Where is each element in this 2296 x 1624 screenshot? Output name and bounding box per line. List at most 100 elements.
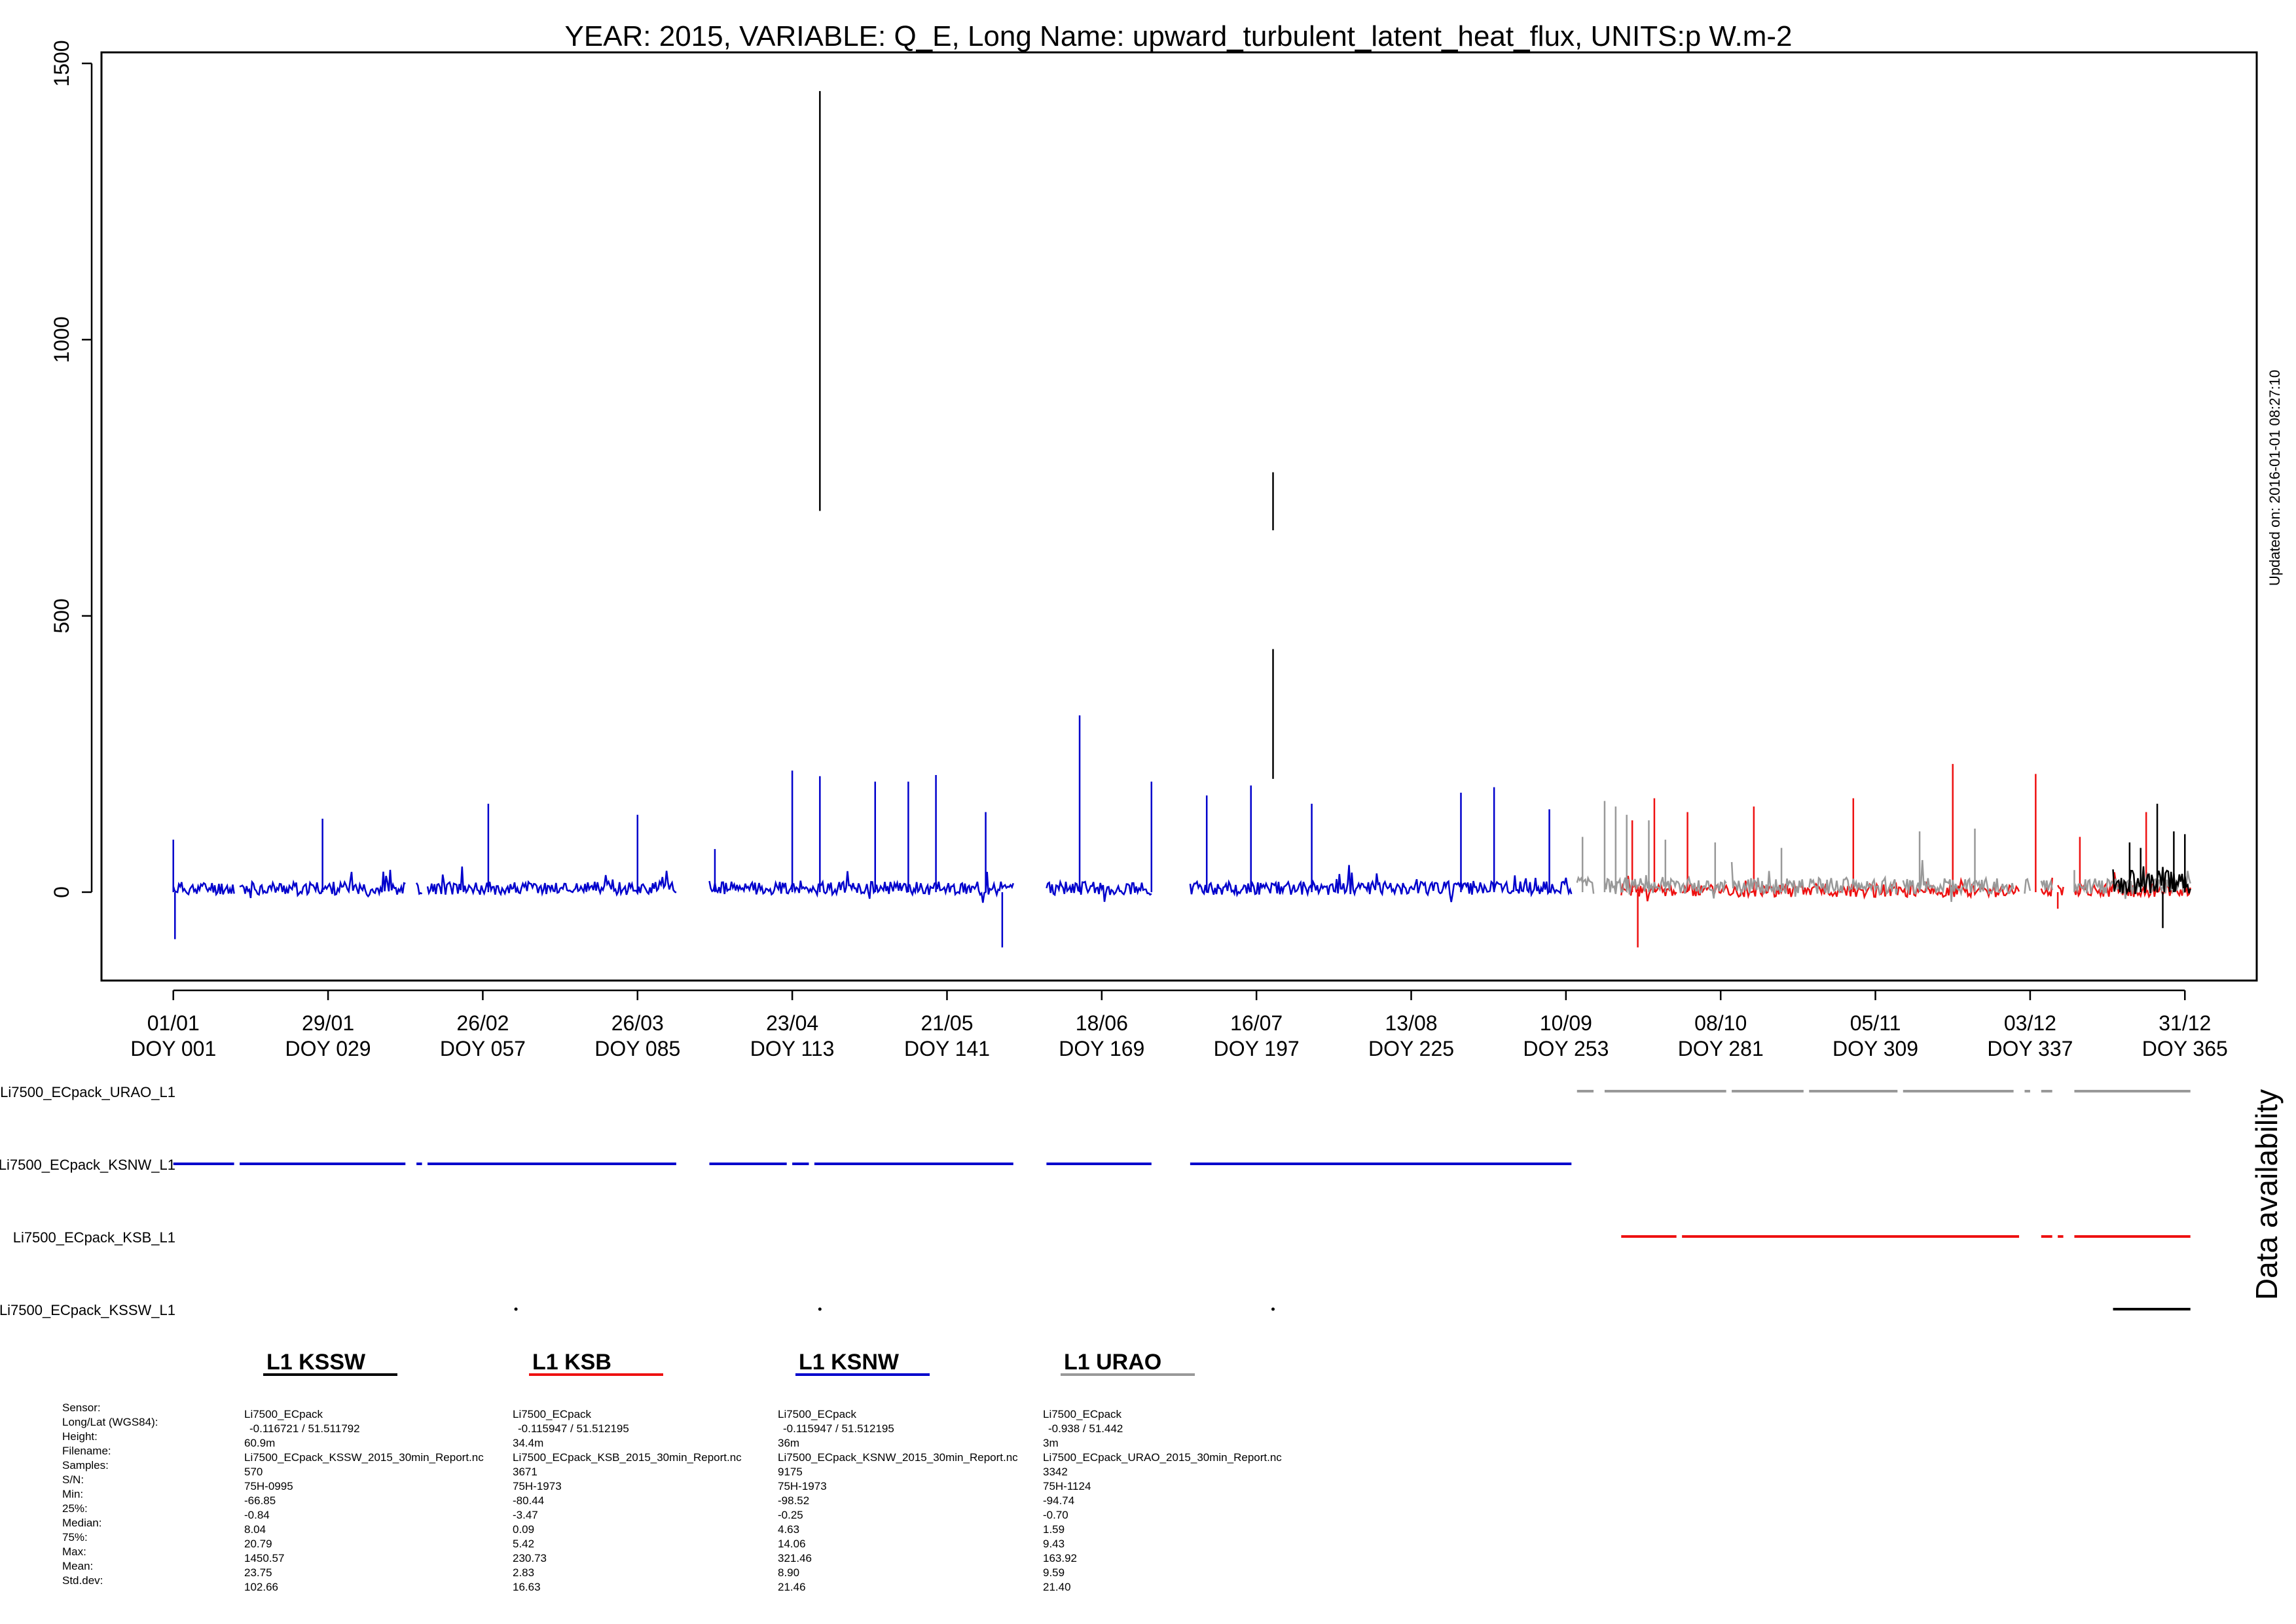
x-tick-doy: DOY 141: [904, 1037, 990, 1060]
stats-value-height: 60.9m: [244, 1437, 276, 1449]
stats-row-label: Max:: [62, 1545, 86, 1558]
stats-value-p25: -0.70: [1043, 1509, 1068, 1521]
stats-row-label: Median:: [62, 1517, 102, 1529]
series-l1-urao: [1576, 801, 2191, 902]
x-tick-date: 31/12: [2159, 1011, 2211, 1035]
y-axis: 0 500 1000 1500: [50, 40, 93, 898]
x-tick-doy: DOY 057: [440, 1037, 526, 1060]
stats-value-sn: 75H-1973: [778, 1480, 827, 1492]
stats-value-samples: 9175: [778, 1466, 803, 1478]
stats-value-p75: 5.42: [513, 1538, 535, 1550]
series-trace: [2112, 866, 2191, 896]
x-tick-date: 03/12: [2004, 1011, 2056, 1035]
stats-column: Li7500_ECpack -0.115947 / 51.512195 36m Li7…: [778, 1407, 1018, 1595]
series-trace: [426, 866, 677, 897]
stats-value-height: 3m: [1043, 1437, 1059, 1449]
availability-row-label: Li7500_ECpack_URAO_L1: [0, 1084, 175, 1100]
stats-value-samples: 3671: [513, 1466, 538, 1478]
stats-row-label: Filename:: [62, 1445, 111, 1457]
y-tick-label: 1500: [50, 40, 73, 86]
stats-value-longlat: -0.115947 / 51.512195: [518, 1422, 629, 1435]
stats-row-label: Height:: [62, 1430, 98, 1443]
series-l1-kssw: [819, 91, 2191, 928]
stats-value-longlat: -0.115947 / 51.512195: [783, 1422, 894, 1435]
stats-row-label: S/N:: [62, 1473, 84, 1486]
series-l1-ksnw: [172, 715, 1573, 948]
stats-value-sn: 75H-1124: [1043, 1480, 1091, 1492]
series-trace: [2040, 877, 2053, 897]
x-tick-doy: DOY 225: [1368, 1037, 1454, 1060]
stats-value-sensor: Li7500_ECpack: [513, 1408, 592, 1420]
stats-value-filename: Li7500_ECpack_KSNW_2015_30min_Report.nc: [778, 1451, 1018, 1464]
series-trace: [1576, 875, 1595, 894]
x-tick-doy: DOY 001: [130, 1037, 216, 1060]
series-trace: [1808, 875, 1899, 897]
stats-value-std: 21.46: [778, 1581, 806, 1593]
stats-value-mean: 2.83: [513, 1566, 535, 1579]
stats-value-std: 21.40: [1043, 1581, 1071, 1593]
stats-value-max: 321.46: [778, 1552, 812, 1564]
plot-frame: [100, 51, 2258, 982]
series-trace: [172, 881, 235, 897]
stats-row-label: Samples:: [62, 1459, 109, 1471]
stats-value-median: 8.04: [244, 1523, 266, 1536]
stats-value-mean: 9.59: [1043, 1566, 1065, 1579]
series-trace: [1189, 865, 1573, 903]
stats-value-mean: 23.75: [244, 1566, 272, 1579]
stats-value-min: -80.44: [513, 1494, 545, 1507]
series-trace: [1902, 859, 2014, 902]
series-trace: [2024, 877, 2032, 894]
stats-value-filename: Li7500_ECpack_URAO_2015_30min_Report.nc: [1043, 1451, 1282, 1464]
stats-value-p75: 14.06: [778, 1538, 806, 1550]
stats-value-median: 0.09: [513, 1523, 535, 1536]
y-tick-label: 500: [50, 598, 73, 633]
x-tick-doy: DOY 113: [750, 1037, 835, 1060]
legend: L1 KSSW L1 KSB L1 KSNW L1 URAO: [263, 1350, 1195, 1376]
stats-value-sn: 75H-0995: [244, 1480, 293, 1492]
legend-label: L1 KSSW: [266, 1350, 366, 1375]
stats-value-sn: 75H-1973: [513, 1480, 562, 1492]
stats-value-height: 34.4m: [513, 1437, 544, 1449]
stats-value-p25: -0.84: [244, 1509, 270, 1521]
x-tick-doy: DOY 281: [1678, 1037, 1764, 1060]
stats-value-p25: -0.25: [778, 1509, 803, 1521]
stats-value-mean: 8.90: [778, 1566, 800, 1579]
y-tick-label: 0: [50, 886, 73, 898]
series-trace: [2056, 884, 2064, 895]
x-tick-doy: DOY 169: [1059, 1037, 1144, 1060]
stats-row-label: Long/Lat (WGS84):: [62, 1416, 158, 1428]
series-trace: [1681, 876, 2020, 900]
x-tick-date: 13/08: [1385, 1011, 1437, 1035]
legend-label: L1 URAO: [1064, 1350, 1161, 1375]
stats-row-label: Mean:: [62, 1560, 94, 1572]
stats-row-label: 75%:: [62, 1531, 88, 1543]
plot-series: [172, 91, 2191, 948]
updated-timestamp: Updated on: 2016-01-01 08:27:10: [2267, 370, 2283, 586]
availability-row-label: Li7500_ECpack_KSNW_L1: [0, 1157, 175, 1173]
x-tick-doy: DOY 309: [1832, 1037, 1918, 1060]
stats-value-max: 163.92: [1043, 1552, 1077, 1564]
stats-row-label: Std.dev:: [62, 1574, 103, 1587]
availability-row-label: Li7500_ECpack_KSB_L1: [13, 1229, 175, 1246]
series-trace: [708, 871, 1014, 903]
x-tick-date: 26/02: [456, 1011, 509, 1035]
x-tick-date: 21/05: [920, 1011, 973, 1035]
x-tick-doy: DOY 337: [1987, 1037, 2073, 1060]
stats-row-label: 25%:: [62, 1502, 88, 1515]
x-tick-date: 18/06: [1076, 1011, 1128, 1035]
series-trace: [2040, 878, 2053, 891]
stats-column: Li7500_ECpack -0.938 / 51.442 3m Li7500_ECp…: [1043, 1407, 1282, 1595]
stats-column: Li7500_ECpack -0.116721 / 51.511792 60.9m L…: [244, 1407, 484, 1595]
x-tick-date: 05/11: [1850, 1011, 1901, 1035]
stats-value-sensor: Li7500_ECpack: [778, 1408, 857, 1420]
stats-value-sensor: Li7500_ECpack: [1043, 1408, 1122, 1420]
stats-value-min: -66.85: [244, 1494, 276, 1507]
x-tick-doy: DOY 197: [1214, 1037, 1300, 1060]
stats-row-labels: Sensor: Long/Lat (WGS84): Height: Filename:…: [62, 1401, 158, 1588]
x-tick-date: 26/03: [611, 1011, 664, 1035]
series-trace: [415, 882, 423, 895]
availability-dot: [818, 1307, 822, 1311]
stats-value-p75: 9.43: [1043, 1538, 1065, 1550]
x-tick-doy: DOY 029: [285, 1037, 371, 1060]
stats-row-label: Min:: [62, 1488, 84, 1500]
